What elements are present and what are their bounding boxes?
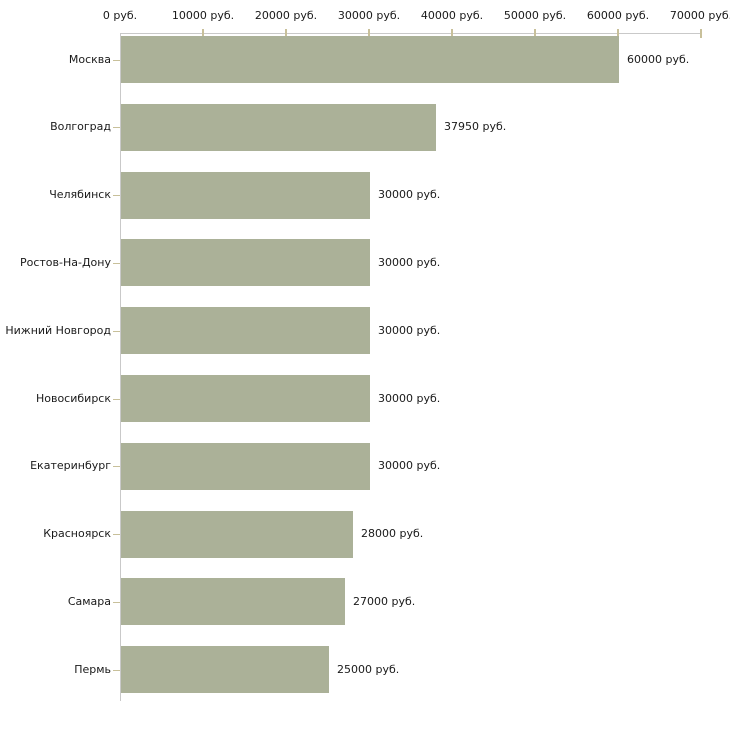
bar <box>121 104 436 151</box>
bar <box>121 443 370 490</box>
x-axis-tick-label: 60000 руб. <box>586 9 650 22</box>
category-tick-mark <box>113 466 120 467</box>
category-tick-mark <box>113 60 120 61</box>
bar <box>121 375 370 422</box>
category-label: Новосибирск <box>35 392 111 405</box>
category-label: Самара <box>67 595 111 608</box>
category-tick-mark <box>113 399 120 400</box>
y-axis-line <box>120 33 121 701</box>
category-tick-mark <box>113 534 120 535</box>
x-axis-tick-label: 30000 руб. <box>337 9 401 22</box>
x-axis-tick-label: 70000 руб. <box>669 9 730 22</box>
bar <box>121 36 619 83</box>
category-label: Волгоград <box>50 120 111 133</box>
x-axis-tick-mark <box>202 29 204 38</box>
category-label: Москва <box>68 53 111 66</box>
x-axis-tick-label: 40000 руб. <box>420 9 484 22</box>
category-label: Челябинск <box>49 188 111 201</box>
value-label: 30000 руб. <box>378 392 441 405</box>
category-tick-mark <box>113 670 120 671</box>
x-axis-tick-mark <box>534 29 536 38</box>
value-label: 60000 руб. <box>627 53 690 66</box>
category-tick-mark <box>113 331 120 332</box>
value-label: 30000 руб. <box>378 256 441 269</box>
x-axis-tick-label: 20000 руб. <box>254 9 318 22</box>
value-label: 28000 руб. <box>361 527 424 540</box>
bar <box>121 172 370 219</box>
category-label: Нижний Новгород <box>5 324 111 337</box>
x-axis-tick-mark <box>285 29 287 38</box>
value-label: 30000 руб. <box>378 324 441 337</box>
category-label: Пермь <box>74 663 111 676</box>
value-label: 25000 руб. <box>337 663 400 676</box>
x-axis-tick-label: 0 руб. <box>102 9 138 22</box>
category-tick-mark <box>113 195 120 196</box>
bar <box>121 646 329 693</box>
category-label: Екатеринбург <box>30 459 111 472</box>
category-tick-mark <box>113 602 120 603</box>
category-label: Ростов-На-Дону <box>19 256 111 269</box>
bar <box>121 578 345 625</box>
value-label: 30000 руб. <box>378 459 441 472</box>
value-label: 27000 руб. <box>353 595 416 608</box>
x-axis-tick-label: 10000 руб. <box>171 9 235 22</box>
x-axis-tick-mark <box>617 29 619 38</box>
category-label: Красноярск <box>43 527 111 540</box>
value-label: 30000 руб. <box>378 188 441 201</box>
category-tick-mark <box>113 127 120 128</box>
category-tick-mark <box>113 263 120 264</box>
x-axis-line <box>120 33 701 34</box>
x-axis-tick-label: 50000 руб. <box>503 9 567 22</box>
value-label: 37950 руб. <box>444 120 507 133</box>
x-axis-tick-mark <box>700 29 702 38</box>
x-axis-tick-mark <box>451 29 453 38</box>
bar <box>121 307 370 354</box>
bar <box>121 511 353 558</box>
bar <box>121 239 370 286</box>
x-axis-tick-mark <box>368 29 370 38</box>
